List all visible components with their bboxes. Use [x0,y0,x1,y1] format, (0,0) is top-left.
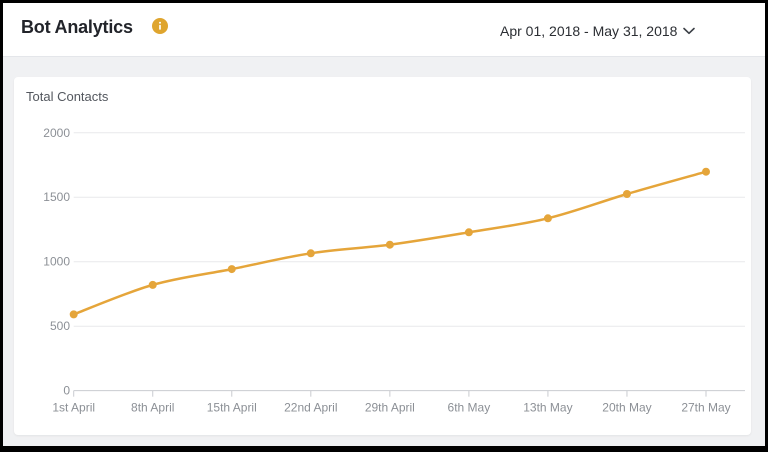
svg-text:20th May: 20th May [602,401,651,415]
svg-text:22nd April: 22nd April [284,401,337,415]
svg-text:6th May: 6th May [448,401,491,415]
svg-text:13th May: 13th May [523,401,572,415]
svg-text:27th May: 27th May [681,401,730,415]
svg-text:8th April: 8th April [131,401,174,415]
svg-text:0: 0 [63,384,70,398]
svg-text:15th April: 15th April [207,401,257,415]
svg-text:1500: 1500 [43,190,70,204]
svg-text:500: 500 [50,319,70,333]
svg-text:1st April: 1st April [52,401,95,415]
svg-text:29th April: 29th April [365,401,415,415]
svg-text:2000: 2000 [43,126,70,140]
svg-text:1000: 1000 [43,255,70,269]
